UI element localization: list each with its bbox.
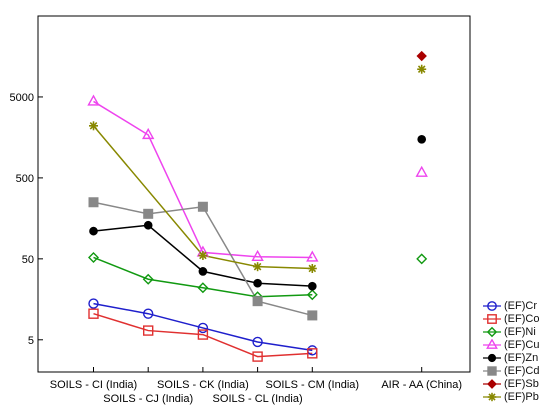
series-efpb-point xyxy=(89,121,98,131)
series-efcr-point xyxy=(142,308,154,319)
y-axis: 5 50 500 5000 xyxy=(10,92,43,347)
legend-item: (EF)Cr xyxy=(482,299,548,312)
series-efcd-point xyxy=(252,296,263,307)
legend-marker xyxy=(487,313,497,324)
legend-label: (EF)Pb xyxy=(504,391,539,404)
series-efpb-point xyxy=(417,64,427,74)
legend-label: (EF)Sb xyxy=(504,378,539,391)
series-efzn-point xyxy=(307,281,317,291)
x-tick-label: AIR - AA (China) xyxy=(381,379,462,391)
x-tick-label: SOILS - CI (India) xyxy=(50,379,137,391)
series-efcr-point xyxy=(252,336,263,348)
legend-label: (EF)Ni xyxy=(504,325,536,338)
legend-item: (EF)Sb xyxy=(482,378,548,391)
legend-swatch xyxy=(483,300,501,311)
x-tick-label: SOILS - CJ (India) xyxy=(103,393,193,405)
series-efcr-point xyxy=(197,322,209,334)
series-efzn-point xyxy=(417,134,427,144)
legend: (EF)Cr (EF)Co (EF)Ni (EF)Cu (EF)Zn (EF)Cd (EF)… xyxy=(482,299,548,404)
legend-item: (EF)Ni xyxy=(482,325,548,338)
series-efco-point xyxy=(88,308,99,319)
legend-label: (EF)Cr xyxy=(504,299,537,312)
legend-marker xyxy=(487,393,497,402)
legend-swatch xyxy=(483,338,501,349)
x-tick-label: SOILS - CL (India) xyxy=(213,393,303,405)
series-efcd-point xyxy=(143,208,154,219)
x-tick-label: SOILS - CK (India) xyxy=(157,379,249,391)
series-efzn-point xyxy=(143,220,153,230)
x-tick-label: SOILS - CM (India) xyxy=(266,379,360,391)
y-tick-label: 50 xyxy=(22,254,34,266)
series-efzn-point xyxy=(198,267,208,276)
series-points xyxy=(87,50,428,362)
legend-label: (EF)Cd xyxy=(504,365,540,378)
legend-marker xyxy=(487,379,497,390)
legend-swatch xyxy=(483,366,501,376)
legend-item: (EF)Zn xyxy=(482,351,548,364)
legend-label: (EF)Co xyxy=(504,312,540,325)
legend-marker xyxy=(487,353,497,362)
legend-label: (EF)Cu xyxy=(504,338,540,351)
series-efzn-point xyxy=(253,278,262,288)
legend-swatch xyxy=(483,326,501,337)
y-tick-label: 500 xyxy=(16,173,34,185)
series-efni-point xyxy=(306,289,318,301)
legend-item: (EF)Cu xyxy=(482,338,548,351)
series-efcr-point xyxy=(88,298,99,309)
series-efni-line xyxy=(93,256,313,298)
legend-marker xyxy=(487,300,497,311)
series-efco-point xyxy=(307,348,318,359)
y-tick-label: 5 xyxy=(28,335,34,347)
legend-marker xyxy=(486,338,498,349)
series-efco-point xyxy=(142,325,154,336)
y-tick-label: 5000 xyxy=(10,92,34,104)
series-efni-point xyxy=(88,251,99,263)
series-efpb-point xyxy=(307,263,317,273)
legend-label: (EF)Zn xyxy=(504,351,539,364)
legend-swatch xyxy=(483,353,501,362)
series-efpb-point xyxy=(253,262,263,272)
legend-swatch xyxy=(483,393,501,402)
series-efsb-point xyxy=(416,50,427,62)
series-efpb-point xyxy=(198,250,208,260)
series-efcd-point xyxy=(88,197,99,208)
legend-item: (EF)Cd xyxy=(482,364,548,377)
legend-item: (EF)Pb xyxy=(482,391,548,404)
series-efcu-point xyxy=(415,165,428,177)
series-efpb-line xyxy=(92,125,313,270)
series-efcr-line xyxy=(93,302,313,352)
series-efcu-point xyxy=(251,249,264,261)
series-efco-point xyxy=(252,351,263,362)
series-efni-point xyxy=(197,282,209,294)
series-efcu-point xyxy=(87,94,100,106)
series-efni-point xyxy=(416,253,428,265)
series-efcu-point xyxy=(306,250,319,262)
series-efcu-line xyxy=(93,100,313,259)
series-efco-point xyxy=(197,329,209,340)
series-efco-line xyxy=(93,312,313,358)
legend-marker xyxy=(486,326,498,337)
series-efcd-point xyxy=(307,310,318,321)
legend-item: (EF)Co xyxy=(482,312,548,325)
series-efcu-point xyxy=(142,127,155,140)
series-efzn-point xyxy=(89,226,98,236)
legend-swatch xyxy=(483,313,501,324)
series-efcd-point xyxy=(197,201,208,212)
series-efni-point xyxy=(142,273,154,285)
legend-swatch xyxy=(483,379,501,390)
plot-frame xyxy=(37,15,471,373)
x-axis: SOILS - CI (India) SOILS - CJ (India) SOIL… xyxy=(50,367,462,405)
legend-marker xyxy=(487,366,497,376)
series-lines xyxy=(92,100,313,358)
